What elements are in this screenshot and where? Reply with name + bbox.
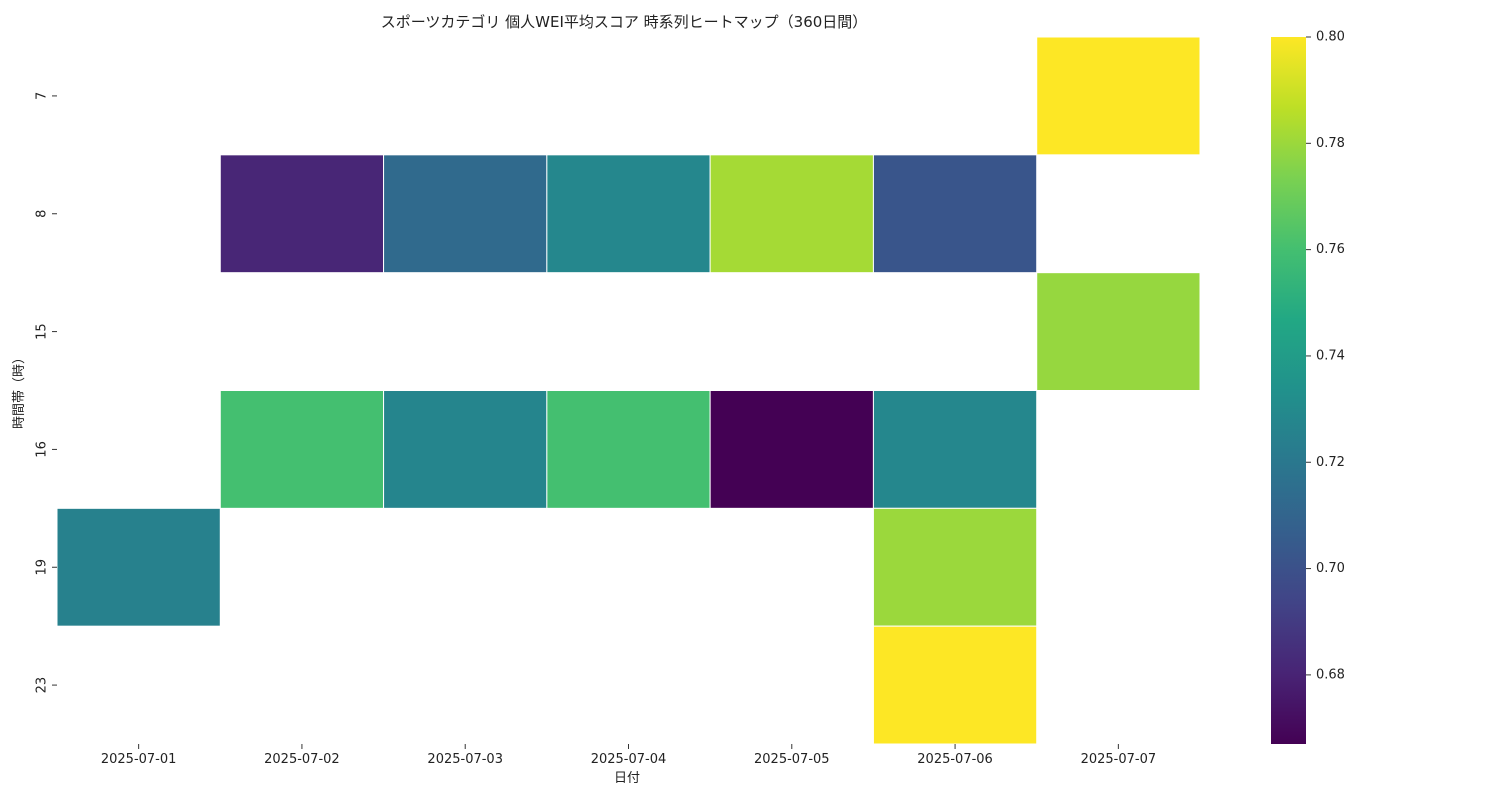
colorbar-gradient: [1271, 37, 1306, 744]
colorbar-ticks: 0.68 0.70 0.72 0.74 0.76 0.78 0.80: [1306, 30, 1345, 682]
heatmap-cell-8-2025-07-02: [219, 154, 385, 274]
x-tick-label: 2025-07-04: [591, 752, 667, 767]
y-axis: 7 8 15 16 19 23: [35, 92, 57, 694]
colorbar: 0.68 0.70 0.72 0.74 0.76 0.78 0.80: [1271, 30, 1345, 744]
x-tick-label: 2025-07-07: [1081, 752, 1157, 767]
heatmap-cell-16-2025-07-03: [383, 390, 548, 509]
colorbar-tick-label: 0.80: [1316, 30, 1345, 45]
heatmap-cell-15-2025-07-07: [1036, 272, 1201, 391]
heatmap-cell-16-2025-07-04: [546, 390, 711, 509]
heatmap-cell-19-2025-07-01: [56, 507, 221, 627]
heatmap-cell-23-2025-07-06: [872, 625, 1038, 745]
y-axis-label: 時間帯（時）: [12, 351, 27, 429]
heatmap-cell-8-2025-07-06: [872, 154, 1038, 274]
y-tick-label: 7: [35, 92, 50, 100]
heatmap-cell-16-2025-07-02: [219, 390, 385, 509]
heatmap-cells: [56, 36, 1201, 745]
x-axis: 2025-07-01 2025-07-02 2025-07-03 2025-07-04…: [101, 744, 1156, 767]
colorbar-tick-label: 0.70: [1316, 561, 1345, 576]
x-tick-label: 2025-07-06: [917, 752, 993, 767]
heatmap-cell-8-2025-07-03: [383, 154, 548, 274]
colorbar-tick-label: 0.68: [1316, 667, 1345, 682]
y-tick-label: 15: [35, 323, 50, 340]
heatmap-cell-8-2025-07-05: [709, 154, 874, 274]
colorbar-tick-label: 0.76: [1316, 242, 1345, 257]
heatmap-cell-19-2025-07-06: [872, 507, 1038, 627]
x-tick-label: 2025-07-01: [101, 752, 177, 767]
x-tick-label: 2025-07-05: [754, 752, 830, 767]
heatmap-cell-16-2025-07-05: [709, 390, 874, 509]
colorbar-tick-label: 0.78: [1316, 136, 1345, 151]
heatmap-cell-16-2025-07-06: [872, 390, 1038, 509]
x-tick-label: 2025-07-02: [264, 752, 340, 767]
heatmap-cell-8-2025-07-04: [546, 154, 711, 274]
x-axis-label: 日付: [614, 771, 640, 786]
y-tick-label: 8: [35, 210, 50, 218]
y-tick-label: 16: [35, 441, 50, 458]
colorbar-tick-label: 0.74: [1316, 348, 1345, 363]
colorbar-tick-label: 0.72: [1316, 455, 1345, 470]
y-tick-label: 19: [35, 559, 50, 576]
heatmap-cell-7-2025-07-07: [1036, 36, 1201, 156]
y-tick-label: 23: [35, 677, 50, 694]
chart-title: スポーツカテゴリ 個人WEI平均スコア 時系列ヒートマップ（360日間）: [381, 13, 868, 31]
x-tick-label: 2025-07-03: [427, 752, 503, 767]
